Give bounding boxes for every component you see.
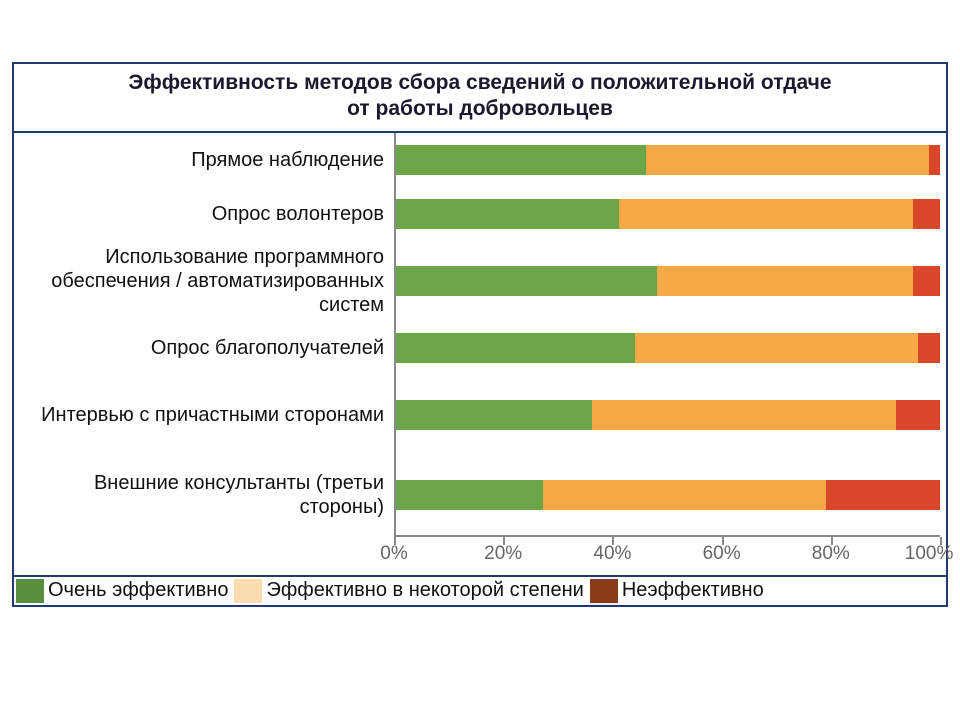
bar-segment-not-effective (896, 400, 940, 430)
bar-row: Опрос благополучателей (14, 321, 940, 375)
legend-swatch-not-effective (590, 579, 618, 603)
stacked-bar (396, 145, 940, 175)
bar-segment-somewhat-effective (592, 400, 897, 430)
bar-segment-not-effective (929, 145, 940, 175)
bar-segment-somewhat-effective (646, 145, 929, 175)
x-tick-label: 40% (593, 543, 631, 565)
x-tick-label: 100% (905, 543, 954, 565)
bar-row-track (394, 187, 940, 241)
legend-item-very-effective: Очень эффективно (16, 579, 234, 603)
legend-swatch-somewhat-effective (234, 579, 262, 603)
bar-row-label: Использование программного обеспечения /… (14, 245, 394, 317)
bar-row-label: Прямое наблюдение (14, 148, 394, 172)
x-tick-label: 20% (484, 543, 522, 565)
bars-host: Прямое наблюдение Опрос волонтеров Использ… (14, 133, 940, 535)
bar-segment-very-effective (396, 480, 543, 510)
x-tick-label: 0% (380, 543, 407, 565)
bar-segment-not-effective (913, 199, 940, 229)
legend: Очень эффективно Эффективно в некоторой … (14, 575, 946, 605)
bar-segment-somewhat-effective (619, 199, 913, 229)
bar-row-label: Интервью с причастными сторонами (14, 403, 394, 427)
bar-row: Опрос волонтеров (14, 187, 940, 241)
legend-label-very-effective: Очень эффективно (48, 579, 228, 602)
bar-segment-somewhat-effective (657, 266, 913, 296)
bar-row: Использование программного обеспечения /… (14, 241, 940, 321)
title-line-2: от работы добровольцев (347, 97, 613, 120)
bar-segment-not-effective (826, 480, 940, 510)
legend-swatch-very-effective (16, 579, 44, 603)
chart-panel: Эффективность методов сбора сведений о п… (12, 62, 948, 607)
bar-row-track (394, 375, 940, 455)
x-tick-label: 80% (812, 543, 850, 565)
legend-label-somewhat-effective: Эффективно в некоторой степени (266, 579, 583, 602)
bar-row-track (394, 321, 940, 375)
bar-segment-very-effective (396, 333, 635, 363)
chart-title: Эффективность методов сбора сведений о п… (14, 64, 946, 133)
bar-segment-somewhat-effective (635, 333, 918, 363)
bar-row-label: Внешние консультанты (третьи стороны) (14, 471, 394, 519)
bar-row-track (394, 133, 940, 187)
stacked-bar (396, 333, 940, 363)
bar-row-track (394, 455, 940, 535)
stacked-bar (396, 266, 940, 296)
stacked-bar (396, 400, 940, 430)
bar-row-label: Опрос благополучателей (14, 336, 394, 360)
x-axis: 0%20%40%60%80%100% (14, 535, 940, 569)
bar-row: Интервью с причастными сторонами (14, 375, 940, 455)
chart-container: Эффективность методов сбора сведений о п… (0, 0, 960, 720)
legend-item-not-effective: Неэффективно (590, 579, 770, 603)
bar-segment-very-effective (396, 266, 657, 296)
bar-row-label: Опрос волонтеров (14, 202, 394, 226)
x-axis-area: 0%20%40%60%80%100% (394, 535, 940, 569)
legend-item-somewhat-effective: Эффективно в некоторой степени (234, 579, 589, 603)
plot-area: Прямое наблюдение Опрос волонтеров Использ… (14, 133, 946, 575)
bar-row: Прямое наблюдение (14, 133, 940, 187)
x-tick-label: 60% (703, 543, 741, 565)
bar-row: Внешние консультанты (третьи стороны) (14, 455, 940, 535)
bar-segment-not-effective (918, 333, 940, 363)
bar-segment-very-effective (396, 199, 619, 229)
legend-label-not-effective: Неэффективно (622, 579, 764, 602)
title-line-1: Эффективность методов сбора сведений о п… (128, 71, 831, 94)
stacked-bar (396, 199, 940, 229)
bar-segment-somewhat-effective (543, 480, 826, 510)
bar-segment-very-effective (396, 400, 592, 430)
bar-segment-very-effective (396, 145, 646, 175)
bar-row-track (394, 241, 940, 321)
stacked-bar (396, 480, 940, 510)
bar-segment-not-effective (913, 266, 940, 296)
axis-spacer (14, 535, 394, 569)
